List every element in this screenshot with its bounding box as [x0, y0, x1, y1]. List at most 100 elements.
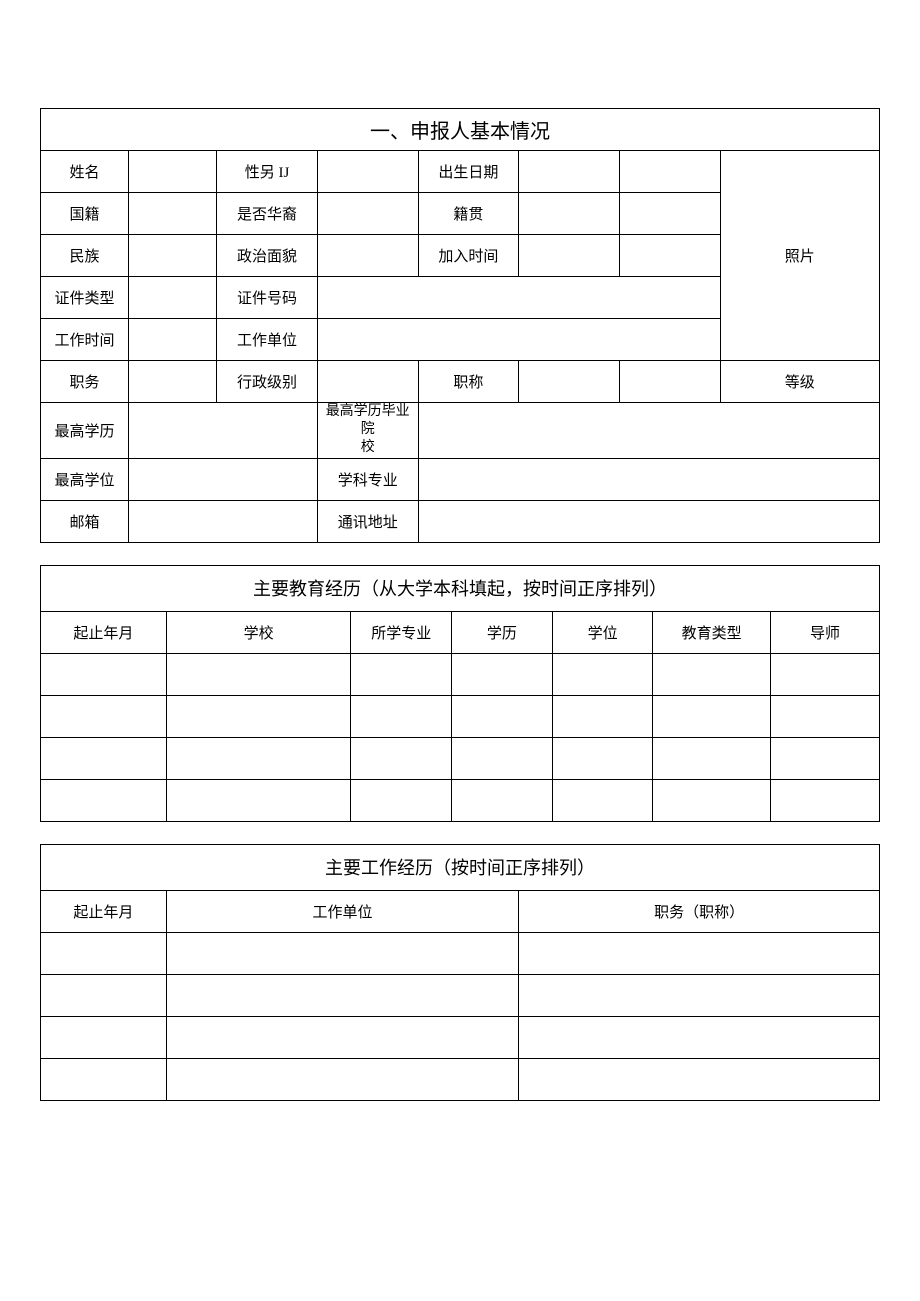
table-row: 邮箱 通讯地址 [41, 500, 880, 542]
col-major: 所学专业 [351, 611, 452, 653]
value-is-chinese-descent [317, 193, 418, 235]
label-work-date: 工作时间 [41, 319, 129, 361]
label-id-type: 证件类型 [41, 277, 129, 319]
cell-period [41, 737, 167, 779]
label-email: 邮箱 [41, 500, 129, 542]
value-address [418, 500, 879, 542]
col-edu-type: 教育类型 [653, 611, 770, 653]
col-degree: 学位 [552, 611, 653, 653]
cell-work-unit [166, 1058, 518, 1100]
col-position: 职务（职称） [519, 890, 880, 932]
cell-period [41, 1058, 167, 1100]
cell-position [519, 932, 880, 974]
value-title [519, 361, 620, 403]
value-join-date [519, 235, 620, 277]
table-row: 一、申报人基本情况 [41, 109, 880, 151]
value-position [129, 361, 217, 403]
cell-position [519, 974, 880, 1016]
table-row: 姓名 性另 IJ 出生日期 照片 [41, 151, 880, 193]
cell-advisor [770, 695, 879, 737]
col-education: 学历 [452, 611, 553, 653]
table-header-row: 起止年月 学校 所学专业 学历 学位 教育类型 导师 [41, 611, 880, 653]
table-row [41, 932, 880, 974]
col-period: 起止年月 [41, 611, 167, 653]
blank-cell [619, 193, 720, 235]
section-title: 主要工作经历（按时间正序排列） [41, 844, 880, 890]
blank-cell [619, 151, 720, 193]
label-level: 等级 [720, 361, 879, 403]
label-political-status: 政治面貌 [217, 235, 318, 277]
label-nationality: 国籍 [41, 193, 129, 235]
table-row: 主要工作经历（按时间正序排列） [41, 844, 880, 890]
table-row [41, 779, 880, 821]
label-origin: 籍贯 [418, 193, 519, 235]
cell-work-unit [166, 932, 518, 974]
cell-major [351, 737, 452, 779]
table-row [41, 1058, 880, 1100]
cell-period [41, 1016, 167, 1058]
value-ethnicity [129, 235, 217, 277]
cell-school [166, 779, 351, 821]
cell-advisor [770, 779, 879, 821]
label-work-unit: 工作单位 [217, 319, 318, 361]
cell-advisor [770, 653, 879, 695]
label-gender: 性另 IJ [217, 151, 318, 193]
value-email [129, 500, 318, 542]
cell-edu-type [653, 653, 770, 695]
table-row [41, 695, 880, 737]
cell-degree [552, 737, 653, 779]
value-political-status [317, 235, 418, 277]
value-id-type [129, 277, 217, 319]
cell-major [351, 695, 452, 737]
value-highest-edu-school [418, 403, 879, 459]
label-address: 通讯地址 [317, 500, 418, 542]
cell-position [519, 1058, 880, 1100]
value-highest-degree [129, 458, 318, 500]
cell-education [452, 737, 553, 779]
cell-degree [552, 779, 653, 821]
table-row: 最高学历 最高学历毕业院校 [41, 403, 880, 459]
value-birthdate [519, 151, 620, 193]
value-nationality [129, 193, 217, 235]
cell-degree [552, 653, 653, 695]
value-highest-edu [129, 403, 318, 459]
blank-cell [619, 235, 720, 277]
cell-advisor [770, 737, 879, 779]
work-history-table: 主要工作经历（按时间正序排列） 起止年月 工作单位 职务（职称） [40, 844, 880, 1101]
cell-education [452, 779, 553, 821]
cell-edu-type [653, 779, 770, 821]
label-admin-rank: 行政级别 [217, 361, 318, 403]
label-highest-edu: 最高学历 [41, 403, 129, 459]
table-row: 最高学位 学科专业 [41, 458, 880, 500]
cell-position [519, 1016, 880, 1058]
table-row: 主要教育经历（从大学本科填起，按时间正序排列） [41, 565, 880, 611]
label-ethnicity: 民族 [41, 235, 129, 277]
col-period: 起止年月 [41, 890, 167, 932]
label-subject-major: 学科专业 [317, 458, 418, 500]
cell-major [351, 653, 452, 695]
table-row [41, 974, 880, 1016]
value-origin [519, 193, 620, 235]
cell-work-unit [166, 974, 518, 1016]
value-name [129, 151, 217, 193]
cell-school [166, 737, 351, 779]
label-title: 职称 [418, 361, 519, 403]
cell-education [452, 695, 553, 737]
col-work-unit: 工作单位 [166, 890, 518, 932]
col-advisor: 导师 [770, 611, 879, 653]
label-id-number: 证件号码 [217, 277, 318, 319]
table-row [41, 653, 880, 695]
cell-edu-type [653, 737, 770, 779]
table-header-row: 起止年月 工作单位 职务（职称） [41, 890, 880, 932]
cell-degree [552, 695, 653, 737]
cell-major [351, 779, 452, 821]
label-is-chinese-descent: 是否华裔 [217, 193, 318, 235]
table-row [41, 737, 880, 779]
cell-period [41, 695, 167, 737]
cell-education [452, 653, 553, 695]
col-school: 学校 [166, 611, 351, 653]
section-title: 一、申报人基本情况 [41, 109, 880, 151]
label-highest-degree: 最高学位 [41, 458, 129, 500]
value-subject-major [418, 458, 879, 500]
cell-work-unit [166, 1016, 518, 1058]
